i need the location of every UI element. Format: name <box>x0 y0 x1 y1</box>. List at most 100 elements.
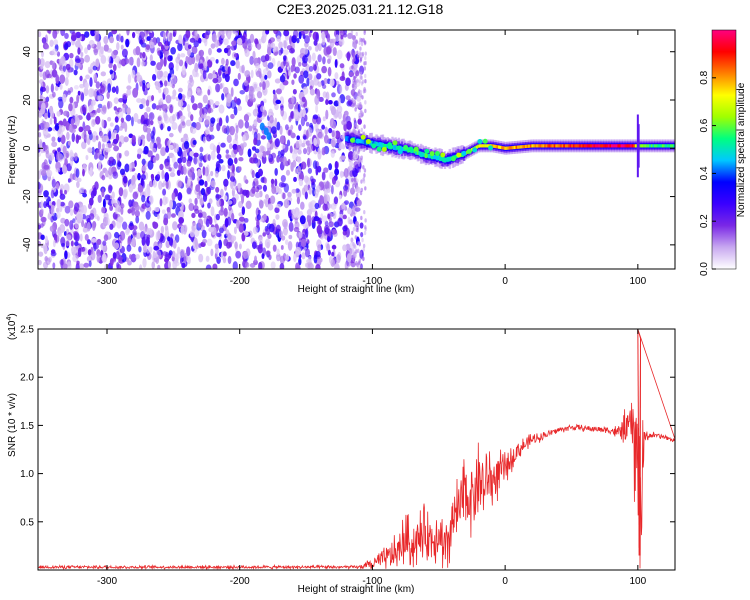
spectrogram-speckle <box>230 60 236 67</box>
spectrogram-speckle <box>210 180 216 188</box>
spectrogram-speckle <box>136 57 141 68</box>
spectrogram-speckle <box>121 48 128 58</box>
spectrogram-speckle <box>56 198 61 209</box>
spectrogram-speckle <box>191 222 197 231</box>
spectrogram-speckle <box>331 176 337 185</box>
spectrogram-speckle <box>304 248 310 258</box>
spectrogram-speckle <box>65 150 70 159</box>
ridge-segment <box>486 144 490 148</box>
spectrogram-speckle <box>363 124 366 129</box>
spectrogram-speckle <box>321 147 326 156</box>
spectrogram-speckle <box>301 252 306 260</box>
spectrogram-speckle <box>59 201 65 207</box>
spectrogram-speckle <box>40 216 47 223</box>
x-tick-label: 0 <box>502 576 508 587</box>
spectrogram-speckle <box>309 88 316 96</box>
ridge-blob <box>450 156 456 162</box>
spectrogram-speckle <box>342 229 348 236</box>
spectrogram-speckle <box>157 264 161 269</box>
spectrogram-speckle <box>272 89 276 95</box>
spectrogram-speckle <box>248 85 255 95</box>
spectrogram-speckle <box>151 261 156 269</box>
spectrogram-speckle <box>151 103 157 110</box>
spectrogram-speckle <box>305 121 310 127</box>
spectrogram-speckle <box>130 253 137 263</box>
spectrogram-speckle <box>364 73 367 79</box>
spectrogram-speckle <box>107 55 111 63</box>
spectrogram-speckle <box>124 163 130 173</box>
spectrogram-speckle <box>134 210 140 218</box>
spectrogram-speckle <box>198 179 205 186</box>
ridge-segment <box>647 144 651 148</box>
spectrogram-speckle <box>194 197 198 206</box>
spectrogram-speckle <box>244 231 249 237</box>
ridge-blob <box>392 140 398 146</box>
spectrogram-speckle <box>81 131 87 140</box>
spectrogram-speckle <box>300 116 306 127</box>
spectrogram-speckle <box>127 73 132 84</box>
ridge-segment <box>411 149 415 153</box>
spectrogram-speckle <box>129 221 134 227</box>
spectrogram-speckle <box>170 47 176 55</box>
spectrogram-speckle <box>100 71 107 77</box>
ridge-blob <box>387 142 393 148</box>
spectrogram-speckle <box>330 150 335 158</box>
spectrogram-speckle <box>160 147 166 157</box>
spectrogram-speckle <box>152 156 157 164</box>
spectrogram-speckle <box>351 92 355 97</box>
spectrogram-speckle <box>191 212 196 219</box>
spectrogram-speckle <box>319 195 324 205</box>
spectrogram-speckle <box>90 30 96 37</box>
spectrogram-speckle <box>40 208 44 214</box>
spectrogram-speckle <box>307 157 310 168</box>
spectrogram-speckle <box>50 216 54 223</box>
spectrogram-speckle <box>84 82 89 90</box>
spectrogram-speckle <box>50 189 55 199</box>
spectrogram-speckle <box>97 95 104 101</box>
spectrogram-speckle <box>232 261 238 269</box>
spectrogram-speckle <box>256 91 263 99</box>
spectrogram-speckle <box>49 225 55 233</box>
spectrogram-speckle <box>85 134 90 144</box>
spectrogram-speckle <box>49 117 53 125</box>
spectrogram-speckle <box>96 253 101 263</box>
spectrogram-speckle <box>168 144 174 150</box>
spectrogram-speckle <box>356 186 359 192</box>
spectrogram-speckle <box>280 174 286 183</box>
ridge-segment <box>529 144 533 148</box>
spectrogram-speckle <box>209 216 213 225</box>
spectrogram-speckle <box>81 141 87 150</box>
spectrogram-speckle <box>254 38 259 45</box>
spectrogram-speckle <box>233 106 238 116</box>
snr-xlabel: Height of straight line (km) <box>298 584 415 595</box>
spectrogram-speckle <box>347 216 351 225</box>
spectrogram-speckle <box>83 189 87 195</box>
spectrogram-speckle <box>54 183 60 190</box>
spectrogram-speckle <box>60 217 66 224</box>
spectrogram-speckle <box>83 87 89 97</box>
spectrogram-speckle <box>342 244 348 252</box>
spectrogram-speckle <box>332 210 337 220</box>
spectrogram-speckle <box>227 255 232 265</box>
ridge-segment <box>443 157 447 163</box>
spectrogram-speckle <box>230 87 234 97</box>
spectrogram-speckle <box>242 189 248 196</box>
spectrogram-speckle <box>356 54 360 60</box>
spectrogram-speckle <box>262 81 266 91</box>
spectrogram-speckle <box>143 89 148 96</box>
spectrogram-speckle <box>60 55 66 65</box>
ridge-segment <box>654 144 657 148</box>
spectrogram-speckle <box>79 233 83 242</box>
spectrogram-speckle <box>279 255 285 265</box>
spectrogram-speckle <box>359 190 363 196</box>
spectrogram-speckle <box>362 256 365 262</box>
spectrogram-speckle <box>270 261 276 269</box>
spectrogram-speckle <box>207 154 211 162</box>
spectrogram-speckle <box>149 246 153 254</box>
spectrogram-speckle <box>362 247 365 252</box>
ridge-segment <box>558 144 561 148</box>
spectrogram-speckle <box>204 153 208 161</box>
spectrogram-speckle <box>275 203 282 209</box>
spectrogram-speckle <box>101 135 107 143</box>
spectrogram-speckle <box>205 255 210 262</box>
